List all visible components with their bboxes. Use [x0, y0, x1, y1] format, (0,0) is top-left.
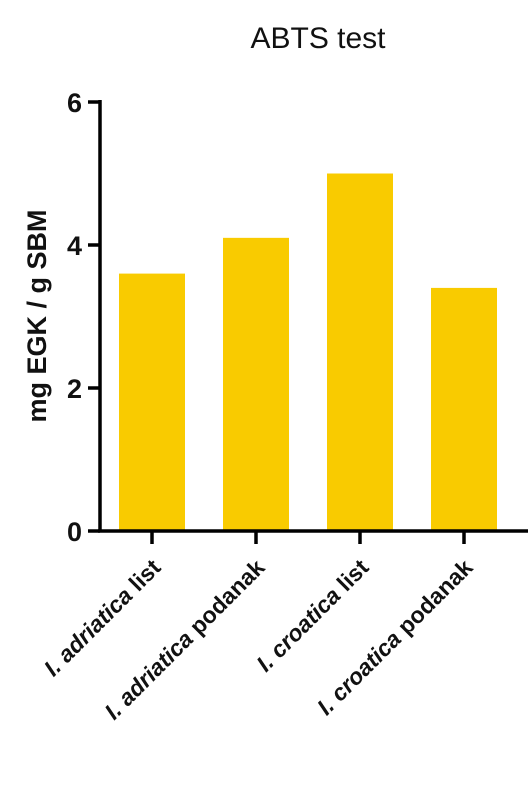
bar-4 [431, 287, 497, 531]
axes-group [98, 100, 528, 533]
chart-title: ABTS test [250, 22, 386, 55]
bars-group [119, 173, 497, 531]
y-axis-label: mg EGK / g SBM [22, 209, 52, 422]
y-tick-label: 0 [67, 517, 82, 547]
bar-2 [223, 237, 289, 531]
y-ticks-group: 0 2 4 6 [67, 88, 100, 547]
y-tick-label: 4 [67, 231, 82, 261]
y-tick-label: 6 [67, 88, 82, 118]
bar-3 [327, 173, 393, 531]
bar-1 [119, 273, 185, 531]
y-tick-label: 2 [67, 374, 82, 404]
